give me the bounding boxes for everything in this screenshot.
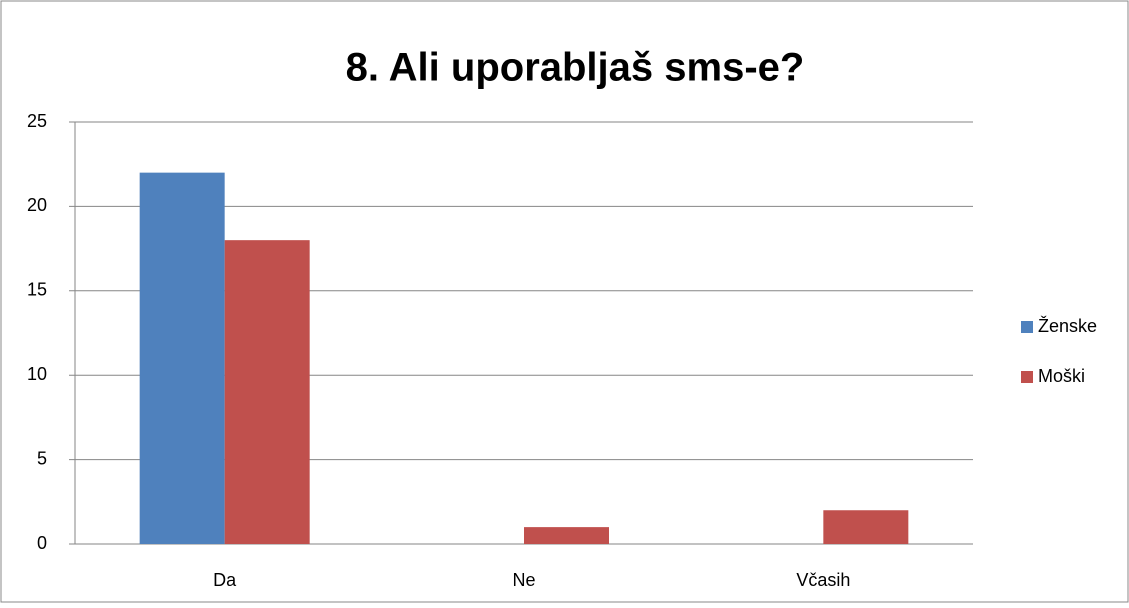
legend-swatch: [1021, 321, 1033, 333]
x-tick-label: Včasih: [796, 570, 850, 590]
y-tick-label: 20: [27, 195, 47, 215]
bar: [823, 510, 909, 544]
y-tick-label: 15: [27, 280, 47, 300]
y-tick-label: 10: [27, 364, 47, 384]
bar: [224, 240, 310, 544]
legend-label: Moški: [1038, 366, 1085, 386]
chart-title: 8. Ali uporabljaš sms-e?: [346, 46, 805, 90]
legend-swatch: [1021, 371, 1033, 383]
bar: [139, 172, 225, 544]
legend-label: Ženske: [1038, 316, 1097, 336]
x-tick-label: Ne: [512, 570, 535, 590]
y-tick-label: 0: [37, 533, 47, 553]
y-tick-label: 5: [37, 448, 47, 468]
bar: [524, 527, 609, 544]
y-tick-label: 25: [27, 111, 47, 131]
x-tick-label: Da: [213, 570, 237, 590]
